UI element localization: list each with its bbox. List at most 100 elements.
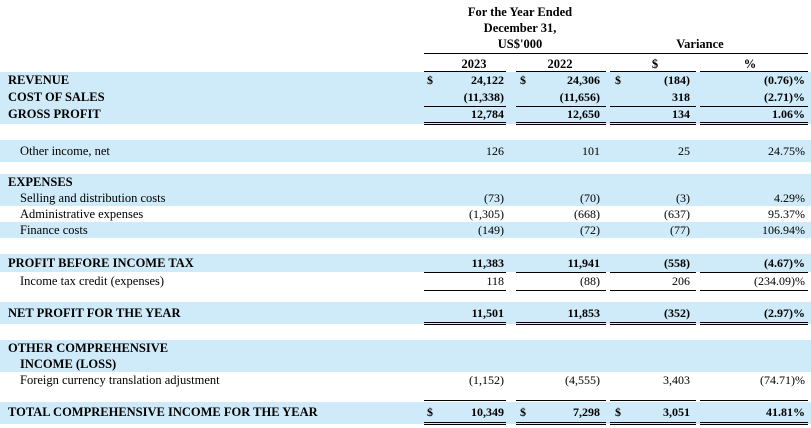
row-total-2022: 7,298 bbox=[573, 405, 600, 419]
row-gross-profit-2022: 12,650 bbox=[567, 107, 600, 121]
col-header-var-abs: $ bbox=[651, 57, 659, 71]
col-header-rule-2023 bbox=[424, 71, 506, 72]
row-total-var: 3,051 bbox=[663, 405, 690, 419]
period-header-line3: US$'000 bbox=[497, 37, 543, 51]
period-header-rule bbox=[424, 53, 614, 54]
drule-total-2022 bbox=[516, 422, 606, 425]
row-pbt-2022: 11,941 bbox=[567, 256, 600, 270]
row-pbt-pct: (4.67)% bbox=[764, 256, 805, 270]
row-revenue-cur-2023: $ bbox=[427, 73, 433, 87]
row-revenue-cur-2022: $ bbox=[520, 73, 526, 87]
rule-fx-2022 bbox=[516, 400, 606, 401]
row-gross-profit-pct: 1.06% bbox=[772, 107, 805, 121]
band-other-income bbox=[0, 140, 811, 162]
row-other-income-2023: 126 bbox=[486, 144, 504, 158]
row-total-label: TOTAL COMPREHENSIVE INCOME FOR THE YEAR bbox=[8, 405, 318, 419]
row-tax-var: 206 bbox=[672, 274, 690, 288]
row-tax-2023: 118 bbox=[486, 274, 504, 288]
row-total-cur-2022: $ bbox=[520, 405, 526, 419]
drule-total-2023 bbox=[424, 422, 506, 425]
band-expenses bbox=[0, 174, 811, 190]
variance-header: Variance bbox=[676, 37, 724, 51]
row-cost-of-sales-2022: (11,656) bbox=[559, 90, 600, 104]
col-header-rule-var bbox=[610, 71, 696, 72]
row-other-income-var: 25 bbox=[678, 144, 690, 158]
row-fx-label: Foreign currency translation adjustment bbox=[20, 373, 220, 387]
rule-pbt-pct bbox=[700, 272, 808, 273]
row-tax-2022: (88) bbox=[580, 274, 600, 288]
drule-np-2023 bbox=[424, 322, 506, 325]
row-selling-label: Selling and distribution costs bbox=[20, 191, 166, 205]
row-gross-profit-var: 134 bbox=[672, 107, 690, 121]
row-fx-var: 3,403 bbox=[663, 373, 690, 387]
row-revenue-cur-var: $ bbox=[615, 73, 621, 87]
drule-np-var bbox=[610, 322, 696, 325]
col-header-2023: 2023 bbox=[461, 57, 487, 71]
variance-header-rule bbox=[610, 53, 808, 54]
drule-np-2022 bbox=[516, 322, 606, 325]
rule-pbt-2022 bbox=[516, 272, 606, 273]
rule-pbt-2023 bbox=[424, 272, 506, 273]
row-finance-2022: (72) bbox=[580, 223, 600, 237]
rule-tax-2022 bbox=[516, 290, 606, 291]
drule-np-pct bbox=[700, 322, 808, 325]
row-cost-of-sales-pct: (2.71)% bbox=[764, 90, 805, 104]
drule-gp-pct bbox=[700, 122, 808, 125]
row-admin-pct: 95.37% bbox=[768, 207, 805, 221]
row-gross-profit-2023: 12,784 bbox=[471, 107, 504, 121]
drule-total-pct bbox=[700, 422, 808, 425]
band-selling bbox=[0, 190, 811, 206]
drule-total-var bbox=[610, 422, 696, 425]
row-pbt-var: (558) bbox=[664, 256, 690, 270]
row-other-income-label: Other income, net bbox=[20, 144, 110, 158]
row-oci-label-line1: OTHER COMPREHENSIVE bbox=[8, 341, 169, 355]
rule-pbt-var bbox=[610, 272, 696, 273]
rule-fx-pct bbox=[700, 400, 808, 401]
row-pbt-label: PROFIT BEFORE INCOME TAX bbox=[8, 256, 194, 270]
col-header-rule-2022 bbox=[516, 71, 606, 72]
row-cost-of-sales-var: 318 bbox=[672, 90, 690, 104]
row-net-profit-pct: (2.97)% bbox=[764, 306, 805, 320]
col-header-var-pct: % bbox=[743, 57, 757, 71]
row-admin-2022: (668) bbox=[574, 207, 600, 221]
band-revenue-block bbox=[0, 72, 811, 124]
rule-cos-pct bbox=[700, 106, 808, 107]
row-gross-profit-label: GROSS PROFIT bbox=[8, 107, 101, 121]
row-admin-2023: (1,305) bbox=[469, 207, 504, 221]
row-selling-2022: (70) bbox=[580, 191, 600, 205]
row-selling-2023: (73) bbox=[484, 191, 504, 205]
band-oci bbox=[0, 340, 811, 372]
row-net-profit-label: NET PROFIT FOR THE YEAR bbox=[8, 306, 181, 320]
row-total-pct: 41.81% bbox=[766, 405, 805, 419]
row-tax-label: Income tax credit (expenses) bbox=[20, 274, 165, 288]
row-expenses-label: EXPENSES bbox=[8, 175, 73, 189]
rule-cos-2022 bbox=[516, 106, 606, 107]
row-admin-label: Administrative expenses bbox=[20, 207, 144, 221]
row-finance-pct: 106.94% bbox=[762, 223, 805, 237]
drule-gp-2023 bbox=[424, 122, 506, 125]
rule-tax-pct bbox=[700, 290, 808, 291]
row-net-profit-2022: 11,853 bbox=[567, 306, 600, 320]
row-finance-var: (77) bbox=[670, 223, 690, 237]
drule-gp-2022 bbox=[516, 122, 606, 125]
row-finance-2023: (149) bbox=[478, 223, 504, 237]
row-selling-var: (3) bbox=[676, 191, 690, 205]
row-revenue-pct: (0.76)% bbox=[764, 73, 805, 87]
rule-fx-var bbox=[610, 400, 696, 401]
band-net-profit bbox=[0, 302, 811, 324]
row-total-cur-var: $ bbox=[615, 405, 621, 419]
row-fx-2023: (1,152) bbox=[469, 373, 504, 387]
row-fx-2022: (4,555) bbox=[565, 373, 600, 387]
band-finance bbox=[0, 222, 811, 238]
band-pbt bbox=[0, 254, 811, 272]
rule-tax-var bbox=[610, 290, 696, 291]
row-tax-pct: (234.09)% bbox=[754, 274, 805, 288]
row-net-profit-var: (352) bbox=[664, 306, 690, 320]
row-cost-of-sales-label: COST OF SALES bbox=[8, 90, 105, 104]
row-revenue-var: (184) bbox=[664, 73, 690, 87]
rule-fx-2023 bbox=[424, 400, 506, 401]
period-header-line2: December 31, bbox=[483, 21, 557, 35]
rule-cos-var bbox=[610, 106, 696, 107]
rule-cos-2023 bbox=[424, 106, 506, 107]
row-net-profit-2023: 11,501 bbox=[471, 306, 504, 320]
